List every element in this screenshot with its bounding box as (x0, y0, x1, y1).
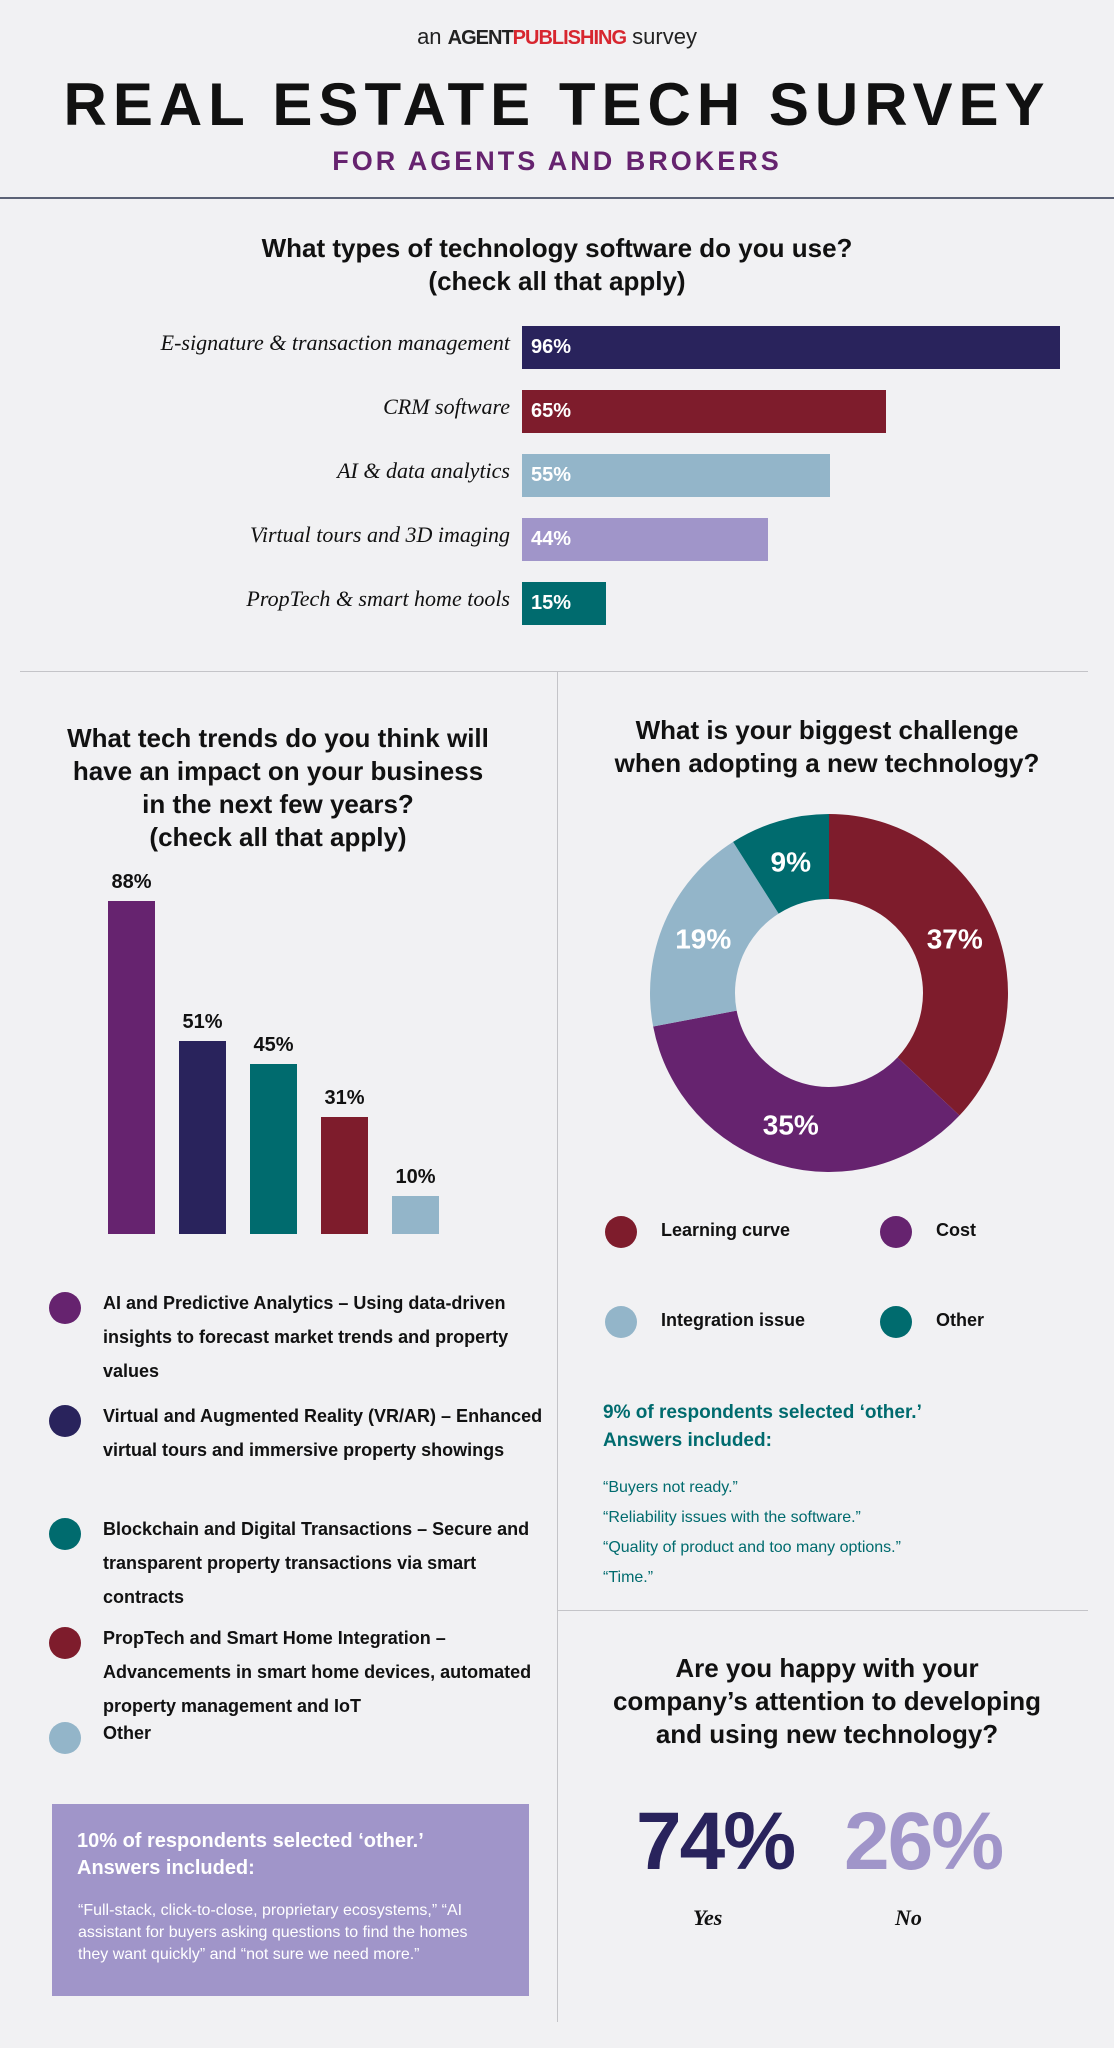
no-label: No (895, 1905, 922, 1930)
legend-item: PropTech and Smart Home Integration – Ad… (103, 1628, 532, 1716)
q4-title: Are you happy with your company’s attent… (557, 1652, 1097, 1751)
q3-other-quote: “Time.” (603, 1569, 654, 1586)
bar-value-label: 51% (182, 1011, 223, 1034)
q2-other-body: “Full-stack, click-to-close, proprietary… (78, 1902, 468, 1963)
q2-title-line: in the next few years? (142, 789, 414, 819)
brand-suffix: survey (632, 24, 697, 49)
slice-value-label: 19% (675, 924, 731, 955)
legend-item: Integration issue (661, 1310, 806, 1330)
q1-title: What types of technology software do you… (0, 232, 1114, 298)
bar (321, 1116, 368, 1234)
brand-prefix: an (417, 24, 442, 49)
donut-slice (733, 814, 829, 914)
legend-item: Cost (936, 1220, 976, 1240)
bar-category-label: AI & data analytics (337, 458, 510, 483)
no-percentage: 26% (844, 1796, 1004, 1887)
q2-title: What tech trends do you think will have … (28, 722, 528, 854)
bar: 55% (522, 454, 830, 497)
legend-color-dot (49, 1518, 81, 1550)
bar-value-label: 45% (253, 1033, 294, 1056)
bar-value-label: 31% (324, 1086, 365, 1109)
page-subtitle: FOR AGENTS AND BROKERS (332, 146, 782, 176)
legend-item: Virtual and Augmented Reality (VR/AR) – … (103, 1406, 543, 1460)
bar: 44% (522, 518, 769, 561)
page-title: REAL ESTATE TECH SURVEY (63, 71, 1051, 138)
legend-color-dot (880, 1216, 912, 1248)
bar (179, 1041, 226, 1234)
bar: 65% (522, 390, 886, 433)
q4-title-line: and using new technology? (655, 1719, 999, 1749)
yes-label: Yes (693, 1905, 723, 1930)
bar-value-label: 96% (531, 336, 572, 358)
q3-other-quote: “Quality of product and too many options… (603, 1539, 901, 1556)
agent-publishing-logo: AGENTPUBLISHING (447, 27, 627, 49)
bar-category-label: E-signature & transaction management (160, 330, 510, 355)
q3-other-heading-1: 9% of respondents selected ‘other.’ (603, 1402, 922, 1423)
legend-item: Other (936, 1310, 985, 1330)
bar: 96% (522, 326, 1060, 369)
bar (108, 901, 155, 1234)
slice-value-label: 35% (763, 1110, 819, 1141)
legend-color-dot (49, 1722, 81, 1754)
q4-title-line: Are you happy with your (675, 1653, 979, 1683)
legend-color-dot (49, 1292, 81, 1324)
q3-other-heading-2: Answers included: (603, 1430, 772, 1451)
legend-color-dot (49, 1627, 81, 1659)
bar-category-label: Virtual tours and 3D imaging (250, 522, 510, 547)
bar-value-label: 10% (395, 1166, 436, 1189)
bar-value-label: 44% (531, 528, 572, 550)
right-divider (557, 1610, 1088, 1611)
legend-item: Learning curve (661, 1220, 791, 1240)
legend-item: Other (103, 1723, 152, 1743)
bar-value-label: 88% (111, 871, 152, 894)
bar-value-label: 15% (531, 592, 572, 614)
bar-value-label: 65% (531, 400, 572, 422)
slice-value-label: 37% (927, 924, 983, 955)
q2-title-line: have an impact on your business (72, 756, 484, 786)
q3-other-note: 9% of respondents selected ‘other.’ Answ… (603, 1399, 922, 1593)
q3-title: What is your biggest challenge when adop… (557, 714, 1097, 780)
bar-category-label: CRM software (383, 394, 510, 419)
donut-slice (653, 1010, 960, 1172)
q2-other-heading: 10% of respondents selected ‘other.’ Ans… (77, 1828, 424, 1882)
legend-color-dot (880, 1306, 912, 1338)
q3-title-line: when adopting a new technology? (614, 748, 1040, 778)
section-divider (20, 671, 1088, 672)
q4-title-line: company’s attention to developing (612, 1686, 1042, 1716)
donut-slice (829, 814, 1008, 1116)
bar (392, 1196, 439, 1234)
donut-slice (650, 841, 779, 1027)
legend-item: Blockchain and Digital Transactions – Se… (103, 1519, 530, 1607)
bar: 15% (522, 582, 606, 625)
q2-title-line: What tech trends do you think will (67, 723, 489, 753)
legend-item: AI and Predictive Analytics – Using data… (103, 1293, 509, 1381)
q2-title-line: (check all that apply) (149, 822, 407, 852)
bar-value-label: 55% (531, 464, 572, 486)
q2-other-note: 10% of respondents selected ‘other.’ Ans… (52, 1804, 529, 1996)
q2-other-heading-2: Answers included: (77, 1857, 255, 1879)
q3-other-quote: “Buyers not ready.” (603, 1479, 738, 1496)
q3-title-line: What is your biggest challenge (635, 715, 1019, 745)
bar (250, 1063, 297, 1234)
q2-other-heading-1: 10% of respondents selected ‘other.’ (77, 1830, 424, 1852)
slice-value-label: 9% (771, 846, 812, 877)
q3-donut-chart: 37% 35% 19% 9% (650, 814, 1008, 1172)
brand-line: an AGENTPUBLISHING survey (0, 24, 1114, 50)
column-divider (557, 671, 558, 2022)
legend-color-dot (605, 1306, 637, 1338)
legend-color-dot (605, 1216, 637, 1248)
yes-percentage: 74% (636, 1796, 796, 1887)
q1-title-line: What types of technology software do you… (261, 233, 853, 263)
header-divider (0, 197, 1114, 199)
q1-subtitle-line: (check all that apply) (428, 266, 686, 296)
legend-color-dot (49, 1405, 81, 1437)
bar-category-label: PropTech & smart home tools (246, 586, 510, 611)
q3-other-quote: “Reliability issues with the software.” (603, 1509, 861, 1526)
